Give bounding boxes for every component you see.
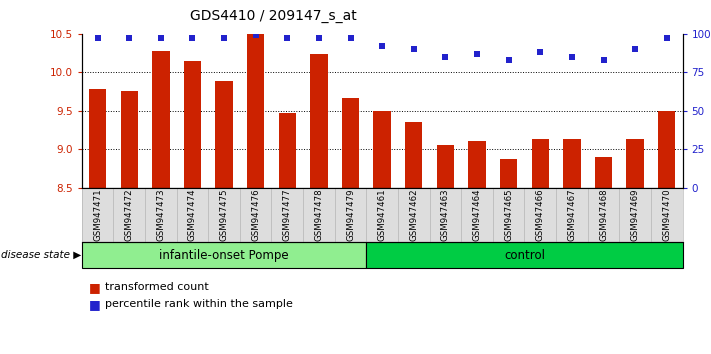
Bar: [89, 89, 106, 188]
Point: [314, 35, 325, 41]
Text: control: control: [504, 249, 545, 262]
Text: GSM947461: GSM947461: [378, 189, 387, 241]
Bar: [120, 91, 138, 188]
Text: GSM947473: GSM947473: [156, 189, 166, 241]
Bar: [532, 139, 549, 188]
Text: GSM947475: GSM947475: [220, 189, 228, 241]
Point: [282, 35, 293, 41]
Bar: [152, 51, 169, 188]
Text: ■: ■: [89, 281, 101, 294]
Text: GSM947463: GSM947463: [441, 189, 450, 241]
Text: GSM947471: GSM947471: [93, 189, 102, 241]
Point: [598, 57, 609, 63]
Text: GSM947465: GSM947465: [504, 189, 513, 241]
Text: GSM947462: GSM947462: [410, 189, 418, 241]
Text: GSM947466: GSM947466: [536, 189, 545, 241]
Point: [408, 46, 419, 52]
Point: [661, 35, 673, 41]
Point: [503, 57, 514, 63]
Point: [124, 35, 135, 41]
Text: GSM947469: GSM947469: [631, 189, 640, 241]
Bar: [342, 98, 359, 188]
Point: [218, 35, 230, 41]
Bar: [500, 159, 518, 188]
Text: GSM947477: GSM947477: [283, 189, 292, 241]
Point: [377, 43, 388, 49]
Point: [250, 32, 262, 38]
Bar: [563, 139, 581, 188]
Bar: [626, 139, 644, 188]
Text: transformed count: transformed count: [105, 282, 208, 292]
Text: GSM947470: GSM947470: [662, 189, 671, 241]
Point: [345, 35, 356, 41]
Text: GSM947478: GSM947478: [314, 189, 324, 241]
Text: disease state ▶: disease state ▶: [1, 250, 81, 260]
Bar: [658, 112, 675, 188]
Text: GDS4410 / 209147_s_at: GDS4410 / 209147_s_at: [190, 9, 357, 23]
Bar: [215, 81, 232, 188]
Text: infantile-onset Pompe: infantile-onset Pompe: [159, 249, 289, 262]
Bar: [437, 145, 454, 188]
Text: percentile rank within the sample: percentile rank within the sample: [105, 299, 292, 309]
Bar: [183, 61, 201, 188]
Text: GSM947468: GSM947468: [599, 189, 608, 241]
Point: [155, 35, 166, 41]
Text: GSM947479: GSM947479: [346, 189, 355, 241]
Text: GSM947474: GSM947474: [188, 189, 197, 241]
Text: GSM947476: GSM947476: [251, 189, 260, 241]
Point: [92, 35, 103, 41]
Bar: [405, 122, 422, 188]
Bar: [595, 157, 612, 188]
Bar: [279, 113, 296, 188]
Bar: [373, 112, 391, 188]
Text: GSM947467: GSM947467: [567, 189, 577, 241]
Bar: [469, 142, 486, 188]
Text: ■: ■: [89, 298, 101, 311]
Text: GSM947464: GSM947464: [473, 189, 481, 241]
Point: [629, 46, 641, 52]
Bar: [247, 34, 264, 188]
Text: GSM947472: GSM947472: [124, 189, 134, 241]
Point: [439, 54, 451, 59]
Bar: [310, 55, 328, 188]
Point: [471, 51, 483, 57]
Point: [535, 49, 546, 55]
Point: [566, 54, 577, 59]
Point: [187, 35, 198, 41]
